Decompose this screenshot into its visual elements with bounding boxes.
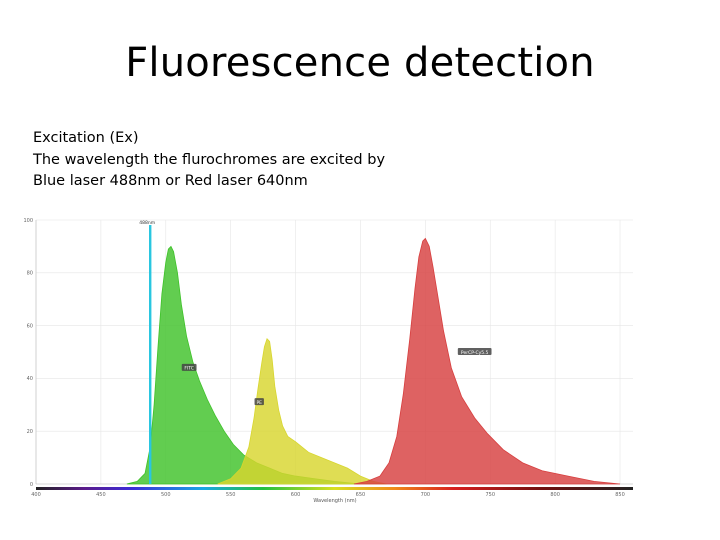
x-tick-label: 450 (96, 492, 106, 498)
y-tick-label: 0 (30, 482, 33, 488)
slide-body: Excitation (Ex) The wavelength the fluro… (33, 128, 385, 193)
x-tick-label: 400 (31, 492, 41, 498)
laser-line (149, 225, 152, 484)
x-tick-label: 850 (615, 492, 625, 498)
y-tick-label: 80 (27, 271, 33, 277)
series-labels: FITC PE PerCP-Cy5.5 (181, 348, 492, 406)
series-label-box (181, 363, 197, 371)
series-area-percp-cy5-5 (353, 237, 621, 485)
x-tick-label: 600 (291, 492, 301, 498)
laser-label: 488nm (139, 220, 155, 226)
spectrum-color-bar (36, 487, 633, 490)
body-line-excitation: Excitation (Ex) (33, 130, 139, 146)
series-label-text: PE (256, 400, 262, 406)
body-line-definition: The wavelength the flurochromes are exci… (33, 151, 386, 168)
y-tick-label: 100 (23, 218, 33, 224)
x-tick-label: 750 (485, 492, 495, 498)
y-tick-label: 40 (27, 376, 33, 382)
laser-line-group: 488nm (139, 220, 155, 484)
x-tick-label: 550 (226, 492, 236, 498)
series-label-fitc: FITC (181, 363, 197, 372)
y-tick-label: 20 (27, 429, 33, 435)
x-tick-label: 500 (161, 492, 171, 498)
series-label-text: FITC (184, 366, 194, 372)
x-axis-title: Wavelength (nm) (313, 498, 356, 504)
series-label-box (254, 398, 264, 406)
series-label-pe: PE (254, 398, 264, 406)
x-tick-label: 650 (356, 492, 366, 498)
y-tick-label: 60 (27, 323, 33, 329)
x-tick-label: 800 (550, 492, 560, 498)
series-label-box (457, 348, 492, 355)
axis-ticks: 400 450 500 550 600 650 700 750 800 850 0 20 40 60 80 1… (23, 218, 624, 498)
series-label-text: PerCP-Cy5.5 (461, 350, 489, 356)
plot-frame (22, 212, 640, 508)
series-area-pe (217, 338, 387, 485)
spectra (126, 237, 621, 485)
x-tick-label: 700 (421, 492, 431, 498)
series-label-percp-cy5-5: PerCP-Cy5.5 (457, 348, 492, 356)
body-line-lasers: Blue laser 488nm or Red laser 640nm (33, 173, 308, 189)
slide-title: Fluorescence detection (125, 40, 595, 86)
